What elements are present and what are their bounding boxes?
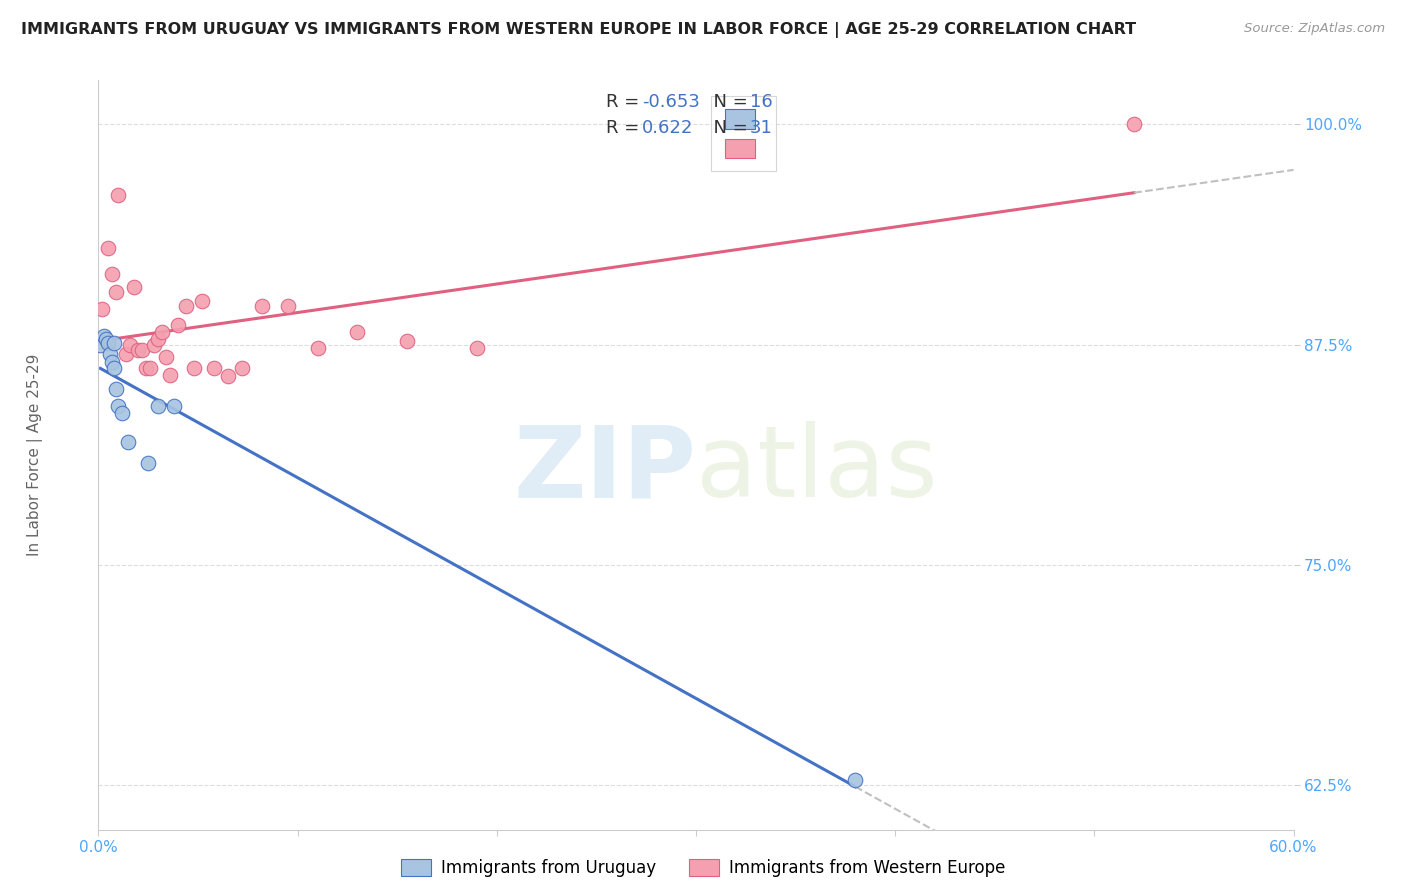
Legend: Immigrants from Uruguay, Immigrants from Western Europe: Immigrants from Uruguay, Immigrants from… [394,852,1012,884]
Point [101,267,124,281]
Point [127,343,149,357]
Legend: , : , [711,96,776,171]
Point [93,329,115,343]
Text: -0.653: -0.653 [643,93,700,111]
Text: ZIP: ZIP [513,421,696,518]
Point [159,368,181,382]
Point [97,335,120,350]
Text: N =: N = [702,119,754,136]
Point [844,773,866,788]
Point [217,369,239,384]
Point [115,346,138,360]
Point [89,337,111,351]
Point [111,407,134,421]
Text: R =: R = [606,119,651,136]
Point [105,382,128,396]
Point [191,293,214,308]
Point [1123,117,1146,131]
Point [107,187,129,202]
Text: R =: R = [606,93,645,111]
Text: atlas: atlas [696,421,938,518]
Point [183,360,205,375]
Point [97,241,120,255]
Point [148,333,170,347]
Point [231,360,253,375]
Point [250,299,273,313]
Point [396,334,419,349]
Point [143,337,166,351]
Point [103,360,125,375]
Y-axis label: In Labor Force | Age 25-29: In Labor Force | Age 25-29 [27,354,42,556]
Point [139,360,162,375]
Point [98,346,122,360]
Point [107,400,129,414]
Point [105,285,128,299]
Point [136,456,159,470]
Text: 31: 31 [749,119,773,136]
Point [101,355,124,369]
Text: 0.622: 0.622 [643,119,693,136]
Point [96,333,118,347]
Point [155,350,177,364]
Point [174,299,197,313]
Text: Source: ZipAtlas.com: Source: ZipAtlas.com [1244,22,1385,36]
Point [91,302,114,317]
Point [124,279,146,293]
Point [117,434,139,449]
Point [465,341,488,355]
Point [120,337,142,351]
Point [277,299,299,313]
Text: 16: 16 [749,93,772,111]
Text: IMMIGRANTS FROM URUGUAY VS IMMIGRANTS FROM WESTERN EUROPE IN LABOR FORCE | AGE 2: IMMIGRANTS FROM URUGUAY VS IMMIGRANTS FR… [21,22,1136,38]
Point [103,335,125,350]
Point [150,326,173,340]
Point [163,400,186,414]
Point [131,343,153,357]
Point [148,400,170,414]
Point [135,360,157,375]
Text: N =: N = [702,93,754,111]
Point [307,341,329,355]
Point [167,318,190,333]
Point [346,326,368,340]
Point [202,360,225,375]
